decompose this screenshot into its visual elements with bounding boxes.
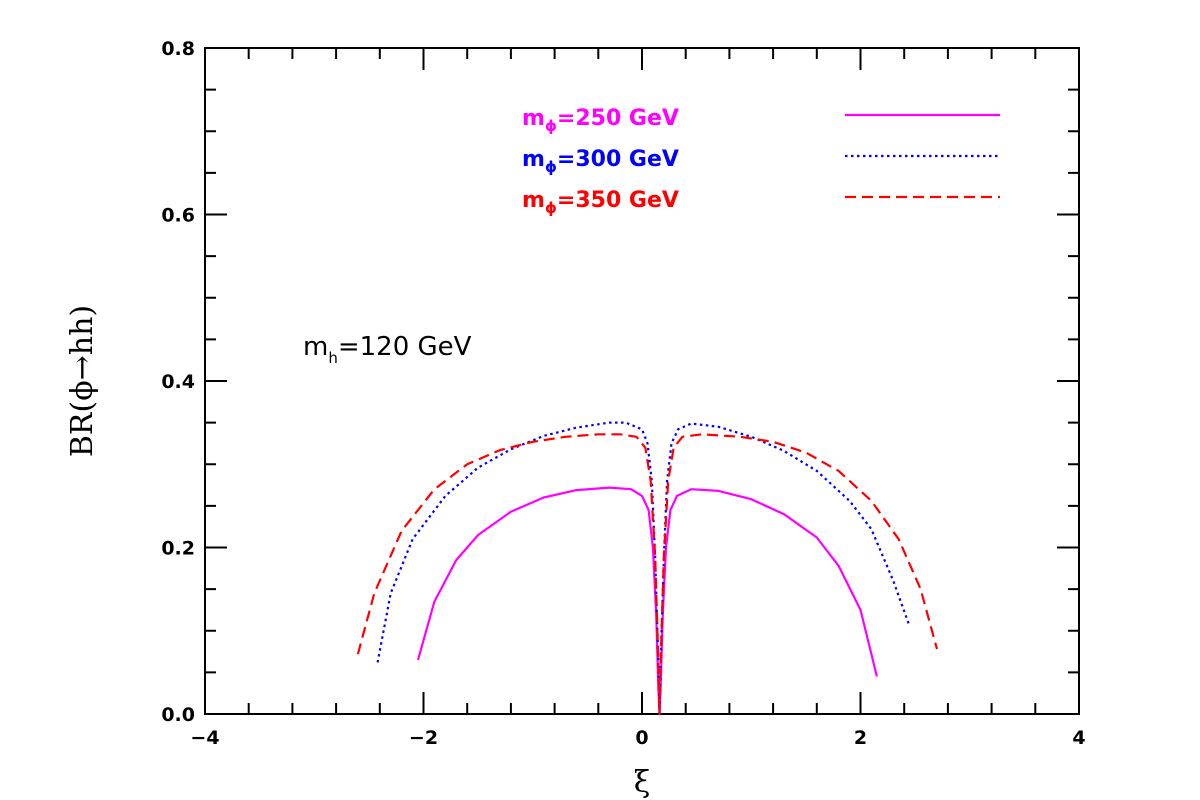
annotation-mh: mh=120 GeV xyxy=(303,332,472,367)
series-lines xyxy=(356,421,939,716)
y-tick-label: 0.6 xyxy=(161,205,195,227)
y-tick-label: 0.4 xyxy=(161,371,195,393)
legend-label-3: mϕ=350 GeV xyxy=(522,188,679,217)
x-tick-label: 0 xyxy=(635,727,648,749)
series-line-1 xyxy=(416,486,878,716)
annotation-subscript: h xyxy=(328,349,338,367)
y-tick-label: 0.8 xyxy=(161,38,195,60)
x-tick-label: −4 xyxy=(190,727,219,749)
annotation-value: =120 GeV xyxy=(338,332,472,362)
legend: mϕ=250 GeV mϕ=300 GeV mϕ=350 GeV xyxy=(522,106,1000,217)
y-tick-label: 0.2 xyxy=(161,538,195,560)
legend-label-2: mϕ=300 GeV xyxy=(522,147,679,176)
legend-label-1: mϕ=250 GeV xyxy=(522,106,679,135)
x-tick-label: −2 xyxy=(409,727,438,749)
series-line-3 xyxy=(356,433,939,716)
x-tick-label: 4 xyxy=(1072,727,1085,749)
x-tick-label: 2 xyxy=(854,727,867,749)
y-tick-label: 0.0 xyxy=(161,704,195,726)
y-axis-title: BR(ϕ→hh) xyxy=(65,305,100,457)
annotation-prefix: m xyxy=(303,332,328,362)
x-axis-title: ξ xyxy=(634,765,651,800)
axis-tick-labels: −4 −2 0 2 4 0.0 0.2 0.4 0.6 0.8 xyxy=(161,38,1085,749)
axis-ticks xyxy=(204,47,1080,715)
